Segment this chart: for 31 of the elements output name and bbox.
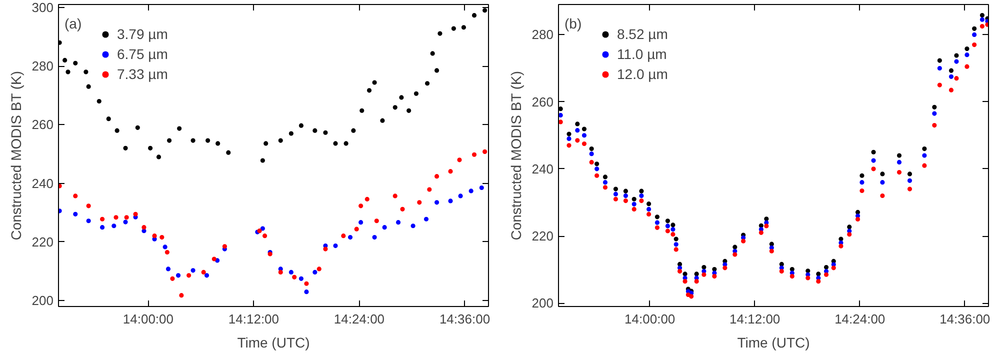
x-tick-label: 14:12:00 [228,312,280,326]
legend-label: 11.0 µm [617,45,668,63]
x-tick-label: 14:24:00 [834,312,886,326]
y-tick-label: 200 [532,296,554,311]
legend-label: 3.79 µm [117,25,169,43]
annotation: (a) [64,16,82,32]
y-tick-label: 280 [32,58,54,74]
x-tick-label: 14:00:00 [122,312,174,326]
x-axis-title: Time (UTC) [737,334,810,350]
legend-label: 6.75 µm [117,45,169,63]
y-axis-title: Constructed MODIS BT (K) [8,70,24,240]
y-axis-title: Constructed MODIS BT (K) [508,70,524,240]
annotation: (b) [564,16,582,32]
y-tick-label: 260 [32,117,54,132]
x-tick-label: 14:24:00 [334,312,385,326]
y-tick-label: 240 [32,176,54,191]
legend-label: 8.52 µm [617,25,669,43]
legend-label: 12.0 µm [617,65,669,83]
y-tick-label: 260 [532,94,554,110]
y-tick-label: 240 [532,161,554,176]
y-tick-label: 220 [532,228,554,244]
y-tick-label: 300 [32,0,54,15]
legend-label: 7.33 µm [117,65,169,83]
x-tick-label: 14:36:00 [439,312,490,326]
x-tick-label: 14:36:00 [940,312,990,326]
x-tick-label: 14:00:00 [624,312,676,326]
y-tick-label: 280 [532,27,554,42]
y-tick-label: 220 [32,234,54,250]
x-tick-label: 14:12:00 [730,312,780,326]
x-axis-title: Time (UTC) [237,334,310,350]
y-tick-label: 200 [32,293,54,308]
